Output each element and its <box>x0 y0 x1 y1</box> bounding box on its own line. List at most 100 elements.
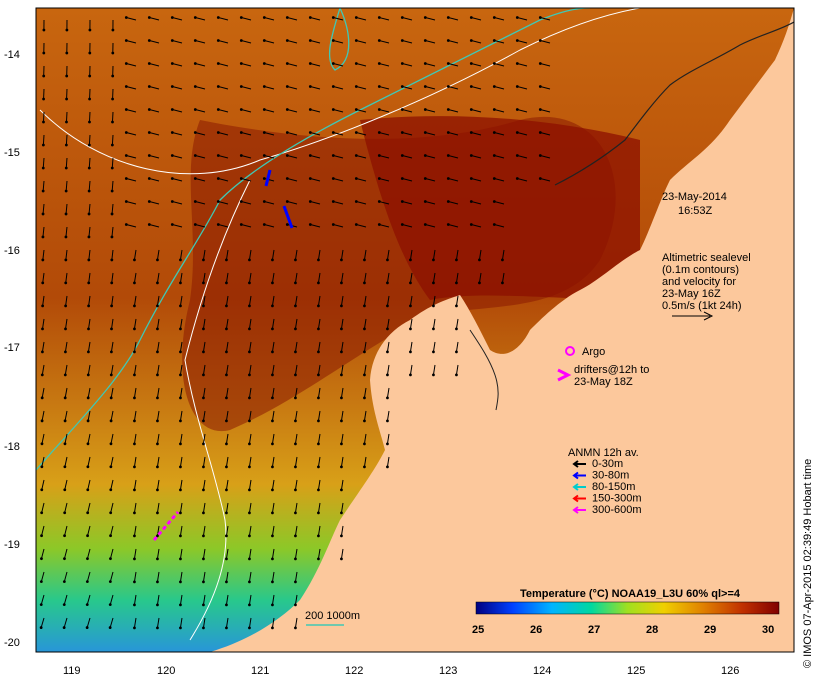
anmn-legend-label: 0-30m <box>592 458 623 470</box>
velocity-arrow-head <box>63 465 67 469</box>
velocity-arrow <box>86 548 91 559</box>
velocity-arrow <box>333 132 344 136</box>
velocity-arrow <box>317 364 321 375</box>
drifters-line: 23-May 18Z <box>574 376 633 388</box>
velocity-arrow-head <box>216 177 220 180</box>
isobath-1000 <box>36 8 591 471</box>
velocity-arrow-head <box>64 281 68 285</box>
velocity-arrow <box>294 456 298 467</box>
velocity-arrow <box>87 433 91 444</box>
velocity-arrow-head <box>271 373 274 377</box>
velocity-arrow <box>64 341 68 352</box>
velocity-arrow-head <box>354 62 358 65</box>
velocity-arrow-head <box>400 16 404 19</box>
velocity-arrow-head <box>409 258 412 262</box>
velocity-arrow-head <box>455 327 458 331</box>
velocity-arrow-head <box>124 62 128 65</box>
velocity-arrow-head <box>202 350 205 354</box>
velocity-arrow <box>425 201 436 205</box>
velocity-arrow <box>432 249 436 260</box>
velocity-arrow-head <box>179 327 182 331</box>
velocity-arrow-head <box>133 626 136 630</box>
velocity-arrow <box>87 341 91 352</box>
velocity-arrow-head <box>294 511 297 515</box>
velocity-arrow <box>179 502 183 513</box>
velocity-arrow <box>448 86 459 90</box>
velocity-arrow <box>379 40 390 44</box>
velocity-arrow <box>310 86 321 90</box>
velocity-arrow-head <box>40 534 43 538</box>
velocity-arrow <box>248 571 252 582</box>
drifter-tracks <box>152 169 294 541</box>
velocity-arrow <box>248 364 252 375</box>
velocity-arrow-head <box>65 28 69 32</box>
isobath-200-north <box>39 8 641 175</box>
velocity-arrow <box>271 479 275 490</box>
velocity-arrow <box>133 249 137 260</box>
velocity-arrow-head <box>492 16 496 19</box>
velocity-arrow-head <box>308 223 312 226</box>
velocity-arrow-head <box>469 108 473 111</box>
velocity-arrow-head <box>202 373 205 377</box>
velocity-arrow-head <box>133 442 136 446</box>
velocity-arrow-head <box>63 534 66 538</box>
velocity-arrow-head <box>108 603 112 607</box>
velocity-arrow <box>126 201 137 205</box>
velocity-arrow <box>271 548 275 559</box>
velocity-arrow-head <box>423 85 427 88</box>
velocity-arrow <box>133 272 137 283</box>
velocity-arrow <box>202 548 206 559</box>
velocity-arrow-head <box>271 281 274 285</box>
altimetry-line: Altimetric sealevel <box>662 252 751 264</box>
velocity-arrow <box>271 594 275 605</box>
velocity-arrow-head <box>432 373 435 377</box>
velocity-arrow <box>317 295 321 306</box>
velocity-arrow-head <box>124 131 128 134</box>
velocity-arrow-head <box>156 419 159 423</box>
velocity-arrow-head <box>156 396 159 400</box>
plot-frame <box>35 7 795 653</box>
velocity-arrow <box>179 525 183 536</box>
velocity-arrow <box>425 86 436 90</box>
velocity-arrow-head <box>386 258 389 262</box>
velocity-arrow-head <box>170 223 174 226</box>
velocity-arrow-head <box>179 626 182 630</box>
colorbar-tick: 30 <box>762 624 774 636</box>
velocity-arrow <box>409 295 413 306</box>
velocity-arrow-head <box>248 327 251 331</box>
velocity-arrow-head <box>538 108 542 111</box>
velocity-arrow <box>356 109 367 113</box>
velocity-arrow <box>540 178 551 182</box>
velocity-arrow <box>363 387 367 398</box>
velocity-arrow <box>471 63 482 67</box>
velocity-arrow-head <box>271 603 274 607</box>
velocity-arrow-head <box>179 281 182 285</box>
velocity-arrow <box>88 111 91 123</box>
lon-label: 126 <box>721 665 739 677</box>
velocity-arrow-head <box>110 143 114 147</box>
velocity-arrow-head <box>248 511 251 515</box>
anmn-legend-label: 300-600m <box>592 504 642 516</box>
velocity-arrow <box>363 456 367 467</box>
velocity-arrow-head <box>386 281 389 285</box>
velocity-arrow-head <box>340 350 343 354</box>
velocity-arrow <box>248 479 252 490</box>
velocity-arrow <box>225 295 229 306</box>
velocity-arrow <box>42 203 45 215</box>
velocity-arrow-head <box>110 212 114 216</box>
velocity-arrow-head <box>109 465 113 469</box>
velocity-arrow <box>402 63 413 67</box>
velocity-arrow-head <box>400 85 404 88</box>
velocity-arrow-head <box>446 200 450 203</box>
velocity-arrow-head <box>63 373 67 377</box>
velocity-arrow-head <box>363 442 366 446</box>
velocity-arrow <box>65 111 68 123</box>
velocity-arrow-head <box>400 62 404 65</box>
colorbar-tick: 25 <box>472 624 484 636</box>
velocity-arrow-head <box>87 350 90 354</box>
velocity-arrow-head <box>377 16 381 19</box>
velocity-arrow <box>271 364 275 375</box>
velocity-arrow <box>126 132 137 136</box>
velocity-arrow-head <box>40 373 44 377</box>
velocity-arrow-head <box>239 39 243 42</box>
